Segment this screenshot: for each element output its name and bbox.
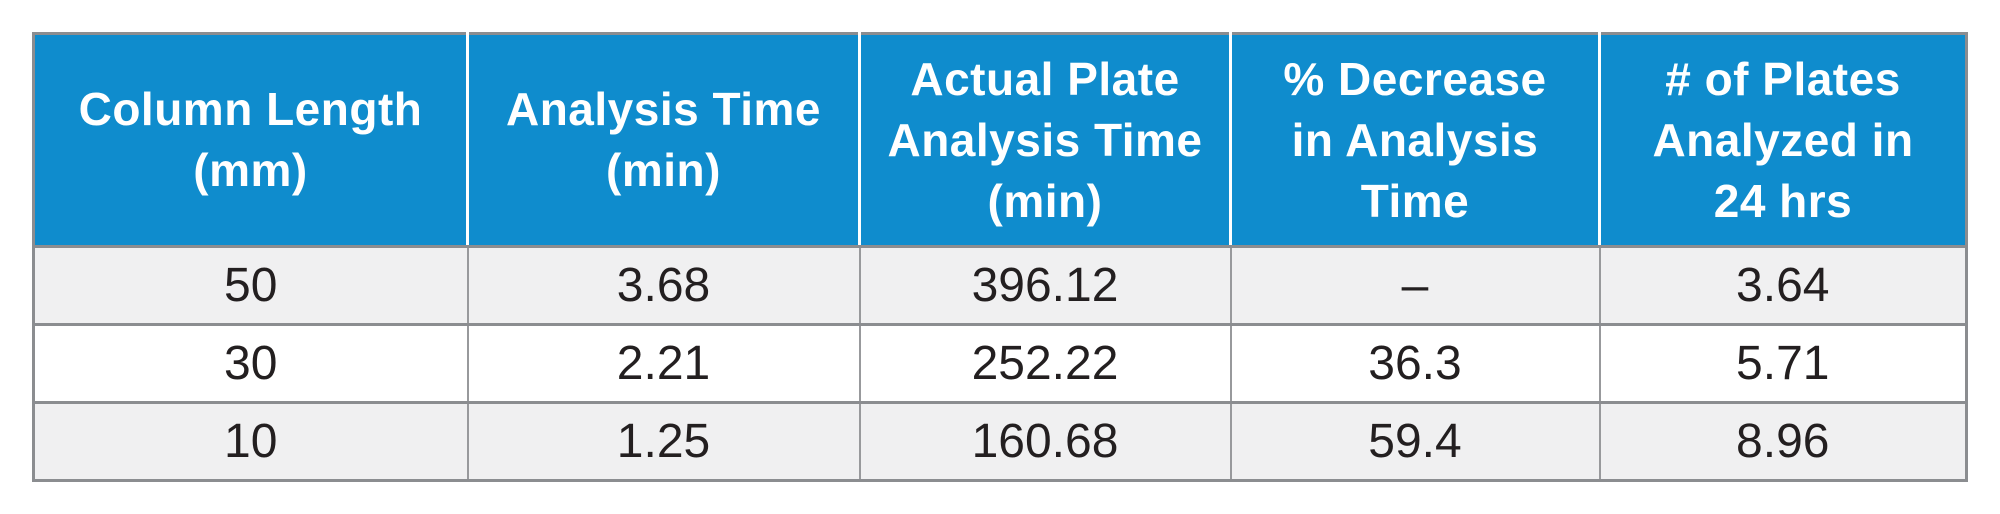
table-row-30mm: 30 2.21 252.22 36.3 5.71 [33, 324, 1967, 404]
cell-actual-plate-time: 252.22 [859, 324, 1232, 404]
header-line: Analyzed in [1652, 113, 1914, 166]
table-row-50mm: 50 3.68 396.12 – 3.64 [33, 246, 1967, 326]
header-line: in Analysis [1291, 113, 1539, 166]
cell-actual-plate-time: 160.68 [859, 402, 1232, 481]
cell-column-length: 30 [33, 324, 469, 404]
header-line: Column Length [78, 83, 423, 135]
cell-analysis-time: 2.21 [467, 324, 861, 404]
header-line: (min) [606, 144, 721, 196]
plate-analysis-table: Column Length (mm) Analysis Time (min) A… [32, 32, 1968, 482]
header-line: (mm) [193, 144, 308, 196]
cell-plates-analyzed: 8.96 [1599, 402, 1967, 481]
header-row: Column Length (mm) Analysis Time (min) A… [33, 33, 1967, 248]
header-line: Analysis Time [505, 83, 822, 135]
cell-column-length: 10 [33, 402, 469, 481]
header-cell-analysis-time: Analysis Time (min) [467, 33, 861, 248]
header-cell-plates-analyzed: # of Plates Analyzed in 24 hrs [1599, 33, 1967, 248]
cell-analysis-time: 3.68 [467, 246, 861, 326]
header-cell-percent-decrease: % Decrease in Analysis Time [1230, 33, 1601, 248]
header-line: # of Plates [1665, 52, 1901, 105]
cell-plates-analyzed: 5.71 [1599, 324, 1967, 404]
table-row-10mm: 10 1.25 160.68 59.4 8.96 [33, 402, 1967, 481]
header-line: (min) [987, 174, 1103, 227]
header-line: Actual Plate [910, 52, 1180, 105]
header-line: Analysis Time [887, 113, 1203, 166]
header-line: % Decrease [1283, 52, 1547, 105]
cell-column-length: 50 [33, 246, 469, 326]
cell-analysis-time: 1.25 [467, 402, 861, 481]
cell-actual-plate-time: 396.12 [859, 246, 1232, 326]
header-line: 24 hrs [1713, 174, 1853, 227]
cell-percent-decrease: – [1230, 246, 1601, 326]
header-cell-column-length: Column Length (mm) [33, 33, 469, 248]
cell-percent-decrease: 59.4 [1230, 402, 1601, 481]
cell-plates-analyzed: 3.64 [1599, 246, 1967, 326]
header-line: Time [1360, 174, 1470, 227]
cell-percent-decrease: 36.3 [1230, 324, 1601, 404]
header-cell-actual-plate-analysis-time: Actual Plate Analysis Time (min) [859, 33, 1232, 248]
